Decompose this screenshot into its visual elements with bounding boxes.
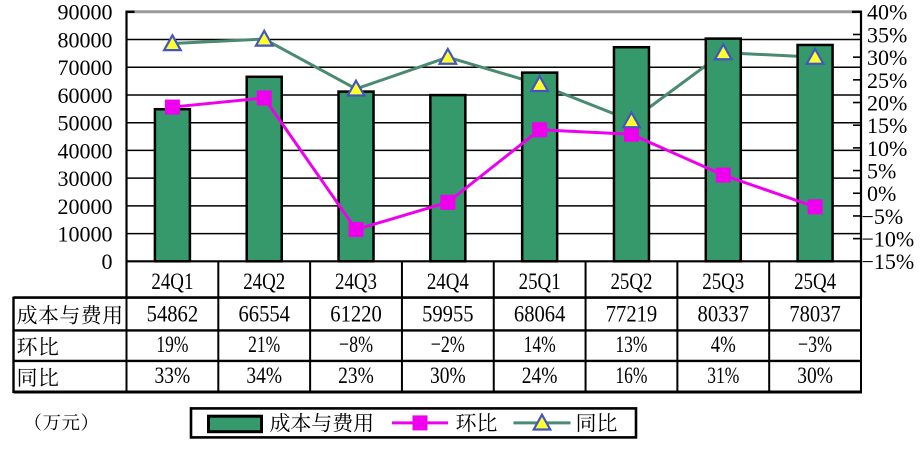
- svg-text:5%: 5%: [867, 158, 896, 183]
- svg-text:61220: 61220: [330, 302, 382, 328]
- svg-text:−10%: −10%: [862, 227, 915, 252]
- svg-text:34%: 34%: [246, 363, 282, 389]
- svg-text:0%: 0%: [867, 181, 896, 206]
- svg-text:15%: 15%: [867, 113, 907, 138]
- svg-text:31%: 31%: [707, 363, 739, 389]
- svg-text:59955: 59955: [422, 302, 474, 328]
- svg-text:80000: 80000: [58, 27, 113, 52]
- svg-text:50000: 50000: [58, 111, 113, 136]
- svg-text:−5%: −5%: [862, 204, 904, 229]
- svg-text:24Q1: 24Q1: [151, 269, 193, 295]
- svg-text:25Q1: 25Q1: [519, 269, 561, 295]
- svg-text:25Q2: 25Q2: [610, 269, 652, 295]
- svg-text:60000: 60000: [58, 83, 113, 108]
- svg-text:21%: 21%: [248, 332, 280, 358]
- svg-text:40%: 40%: [867, 0, 907, 25]
- svg-text:70000: 70000: [58, 55, 113, 80]
- svg-text:20000: 20000: [58, 194, 113, 219]
- svg-text:10000: 10000: [58, 221, 113, 246]
- svg-text:4%: 4%: [711, 332, 736, 358]
- svg-text:30%: 30%: [430, 363, 466, 389]
- svg-text:66554: 66554: [238, 302, 290, 328]
- svg-text:80337: 80337: [698, 302, 750, 328]
- svg-text:25Q3: 25Q3: [702, 269, 744, 295]
- svg-text:30000: 30000: [58, 166, 113, 191]
- svg-text:33%: 33%: [155, 363, 191, 389]
- svg-text:−15%: −15%: [862, 249, 915, 274]
- svg-text:14%: 14%: [524, 332, 556, 358]
- svg-text:35%: 35%: [867, 22, 907, 47]
- svg-text:24%: 24%: [522, 363, 558, 389]
- svg-text:10%: 10%: [867, 136, 907, 161]
- svg-text:−2%: −2%: [431, 332, 465, 358]
- svg-text:24Q4: 24Q4: [427, 269, 469, 295]
- svg-text:77219: 77219: [606, 302, 658, 328]
- svg-text:90000: 90000: [58, 0, 113, 25]
- svg-text:24Q2: 24Q2: [243, 269, 285, 295]
- svg-text:40000: 40000: [58, 138, 113, 163]
- svg-text:0: 0: [102, 249, 113, 274]
- svg-text:25%: 25%: [867, 68, 907, 93]
- svg-text:78037: 78037: [789, 302, 841, 328]
- svg-text:−3%: −3%: [798, 332, 832, 358]
- svg-text:25Q4: 25Q4: [794, 269, 836, 295]
- svg-text:16%: 16%: [615, 363, 647, 389]
- svg-text:68064: 68064: [514, 302, 566, 328]
- svg-text:23%: 23%: [338, 363, 374, 389]
- svg-text:−8%: −8%: [339, 332, 373, 358]
- svg-text:20%: 20%: [867, 90, 907, 115]
- svg-text:24Q3: 24Q3: [335, 269, 377, 295]
- svg-text:19%: 19%: [156, 332, 188, 358]
- svg-text:30%: 30%: [867, 45, 907, 70]
- svg-text:30%: 30%: [797, 363, 833, 389]
- svg-text:13%: 13%: [615, 332, 647, 358]
- svg-text:54862: 54862: [147, 302, 199, 328]
